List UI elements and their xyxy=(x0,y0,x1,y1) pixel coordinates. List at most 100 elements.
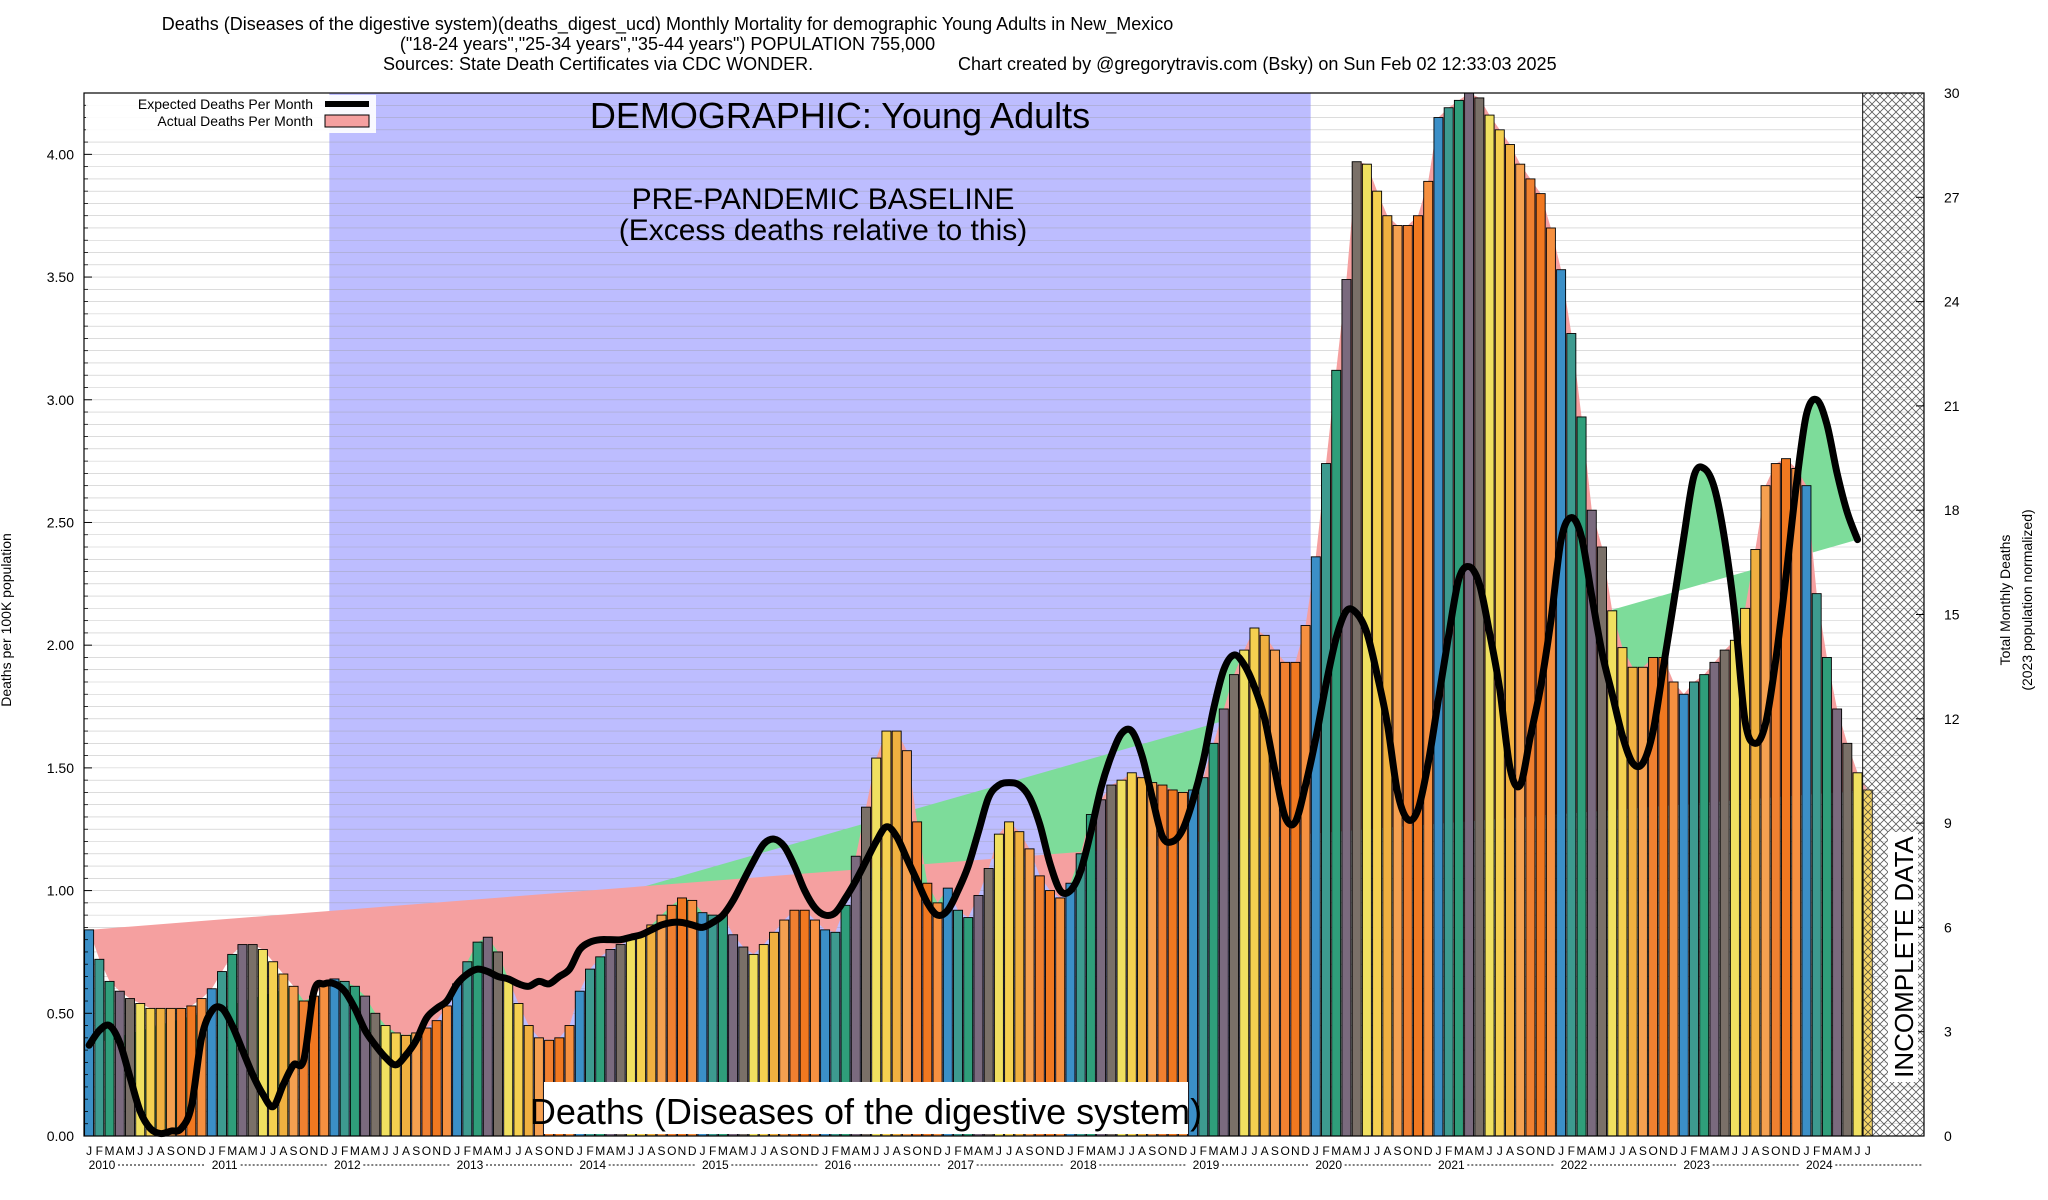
x-month-label: S xyxy=(1639,1144,1647,1158)
x-month-label: J xyxy=(577,1144,583,1158)
x-month-label: M xyxy=(473,1144,483,1158)
x-month-label: M xyxy=(1474,1144,1484,1158)
x-month-label: M xyxy=(861,1144,871,1158)
x-month-label: D xyxy=(197,1144,206,1158)
bar-actual xyxy=(1658,656,1669,1137)
x-month-label: J xyxy=(505,1144,511,1158)
x-year-label: 2013 xyxy=(457,1158,484,1172)
x-month-label: A xyxy=(1506,1144,1514,1158)
x-month-label: M xyxy=(1720,1144,1730,1158)
x-month-label: O xyxy=(790,1144,799,1158)
x-month-label: M xyxy=(1086,1144,1096,1158)
bar-actual xyxy=(319,983,330,1137)
x-month-label: A xyxy=(770,1144,778,1158)
y2-tick-label: 21 xyxy=(1944,398,1960,414)
x-month-label: J xyxy=(628,1144,634,1158)
x-month-label: O xyxy=(176,1144,185,1158)
x-month-label: J xyxy=(761,1144,767,1158)
bar-actual xyxy=(104,980,115,1137)
x-month-label: M xyxy=(1597,1144,1607,1158)
x-month-label: M xyxy=(595,1144,605,1158)
bar-actual xyxy=(145,1007,156,1137)
x-month-label: N xyxy=(432,1144,441,1158)
bar-actual xyxy=(1300,625,1311,1137)
x-month-label: D xyxy=(1669,1144,1678,1158)
bar-actual xyxy=(1801,485,1812,1137)
bar-actual xyxy=(1770,463,1781,1137)
bar-actual xyxy=(891,730,902,1137)
x-month-label: M xyxy=(248,1144,258,1158)
bar-actual xyxy=(94,958,105,1137)
x-month-label: F xyxy=(1077,1144,1084,1158)
y2-tick-label: 18 xyxy=(1944,502,1960,518)
x-month-label: A xyxy=(402,1144,410,1158)
bar-actual xyxy=(390,1032,401,1137)
x-month-label: M xyxy=(1209,1144,1219,1158)
sources-row: Sources: State Death Certificates via CD… xyxy=(383,54,1557,74)
title-line-1: Deaths (Diseases of the digestive system… xyxy=(161,14,1174,34)
bar-actual xyxy=(84,929,95,1137)
x-month-label: J xyxy=(515,1144,521,1158)
x-month-label: D xyxy=(688,1144,697,1158)
x-month-label: N xyxy=(555,1144,564,1158)
x-month-label: M xyxy=(1699,1144,1709,1158)
chart-title: Deaths (Diseases of the digestive system… xyxy=(0,14,1335,54)
x-year-label: 2014 xyxy=(579,1158,606,1172)
x-month-label: A xyxy=(606,1144,614,1158)
x-month-label: J xyxy=(1374,1144,1380,1158)
x-month-label: J xyxy=(1313,1144,1319,1158)
incomplete-label-group: INCOMPLETE DATA xyxy=(1888,832,1919,1082)
bar-actual xyxy=(1310,556,1321,1137)
x-month-label: M xyxy=(1352,1144,1362,1158)
x-month-label: F xyxy=(1568,1144,1575,1158)
x-month-label: J xyxy=(1865,1144,1871,1158)
bar-actual xyxy=(871,757,882,1137)
bar-actual xyxy=(176,1007,187,1137)
x-month-label: J xyxy=(331,1144,337,1158)
x-month-label: J xyxy=(260,1144,266,1158)
x-month-label: S xyxy=(535,1144,543,1158)
bar-actual xyxy=(370,1012,381,1137)
bar-actual xyxy=(1188,789,1199,1137)
x-month-label: O xyxy=(544,1144,553,1158)
bar-actual xyxy=(1269,649,1280,1137)
x-month-label: N xyxy=(1046,1144,1055,1158)
x-month-label: O xyxy=(1158,1144,1167,1158)
bar-actual xyxy=(441,1005,452,1137)
x-month-label: J xyxy=(1435,1144,1441,1158)
x-month-label: J xyxy=(1364,1144,1370,1158)
x-month-label: J xyxy=(1803,1144,1809,1158)
y2-axis-label-line-2: (2023 population normalized) xyxy=(2019,509,2035,690)
bar-actual xyxy=(1760,485,1771,1137)
x-month-label: J xyxy=(945,1144,951,1158)
x-month-label: F xyxy=(218,1144,225,1158)
x-month-label: N xyxy=(678,1144,687,1158)
x-month-label: M xyxy=(350,1144,360,1158)
baseline-label-line-1: PRE-PANDEMIC BASELINE xyxy=(632,183,1015,216)
x-month-label: N xyxy=(923,1144,932,1158)
bar-actual xyxy=(1392,225,1403,1137)
x-month-label: A xyxy=(1629,1144,1637,1158)
x-month-label: D xyxy=(811,1144,820,1158)
bar-actual xyxy=(1719,649,1730,1137)
x-month-label: O xyxy=(667,1144,676,1158)
x-month-label: J xyxy=(1681,1144,1687,1158)
bar-actual xyxy=(329,978,340,1137)
bar-actual xyxy=(1280,661,1291,1137)
x-month-label: A xyxy=(484,1144,492,1158)
x-month-label: J xyxy=(1241,1144,1247,1158)
x-month-label: O xyxy=(1771,1144,1780,1158)
x-month-label: M xyxy=(718,1144,728,1158)
x-year-label: 2017 xyxy=(947,1158,974,1172)
x-month-label: M xyxy=(738,1144,748,1158)
x-year-label: 2018 xyxy=(1070,1158,1097,1172)
bar-actual xyxy=(1678,693,1689,1137)
bar-actual xyxy=(1208,742,1219,1137)
x-month-label: J xyxy=(1732,1144,1738,1158)
x-month-label: O xyxy=(1648,1144,1657,1158)
x-month-label: F xyxy=(586,1144,593,1158)
x-month-label: N xyxy=(1168,1144,1177,1158)
x-month-label: A xyxy=(893,1144,901,1158)
x-month-label: J xyxy=(751,1144,757,1158)
